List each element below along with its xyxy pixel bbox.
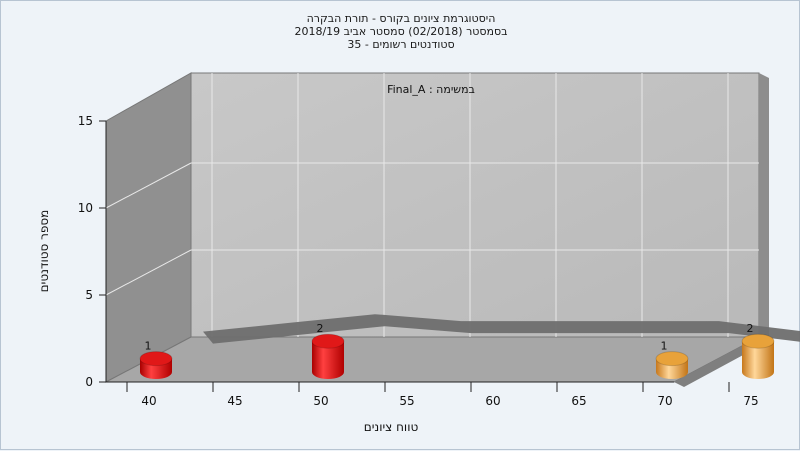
- series-layer: [203, 314, 800, 344]
- bar-value-label: 2: [747, 322, 754, 335]
- x-tick-label: 55: [399, 394, 414, 408]
- back-wall: [190, 72, 760, 338]
- bar-cap: [139, 351, 173, 367]
- x-tick-label: 60: [485, 394, 500, 408]
- y-tick-label: 15: [78, 114, 93, 128]
- back-wall-right-edge: [759, 73, 769, 341]
- ticks-layer: 051015404550556065707580859095: [78, 114, 759, 408]
- x-tick-label: 50: [313, 394, 328, 408]
- y-axis-label: מספר סטודנטים: [37, 210, 51, 293]
- chart-title-line2: בסמסטר (02/2018) סמסטר אביב 2018/19: [294, 25, 508, 38]
- y-tick-label: 0: [85, 375, 93, 389]
- bars-layer: 121223411: [139, 322, 775, 379]
- bar-base: [312, 365, 344, 379]
- bar-50: 2: [311, 322, 345, 379]
- grid-line-y: [105, 162, 192, 209]
- bar-cap: [311, 333, 345, 349]
- y-tick-label: 10: [78, 201, 93, 215]
- bar-70: 1: [655, 340, 689, 379]
- bar-base: [656, 365, 688, 379]
- bar-base: [742, 365, 774, 379]
- grid: [105, 73, 759, 337]
- bar-cap: [741, 333, 775, 349]
- x-tick-label: 65: [571, 394, 586, 408]
- left-wall: [105, 72, 192, 383]
- bar-base: [140, 365, 172, 379]
- x-tick-label: 45: [227, 394, 242, 408]
- chart-subtitle: במשימה : Final_A: [387, 83, 475, 96]
- bar-value-label: 2: [317, 322, 324, 335]
- bar-75: 2: [741, 322, 775, 379]
- chart-title-line3: סטודנטים רשומים - 35: [347, 38, 455, 51]
- bar-cap: [655, 351, 689, 367]
- bar-40: 1: [139, 340, 173, 379]
- grid-line-y: [105, 249, 192, 296]
- bar-value-label: 1: [145, 340, 152, 353]
- x-tick-label: 70: [657, 394, 672, 408]
- x-tick-label: 75: [743, 394, 758, 408]
- x-axis-label: טווח ציונים: [364, 420, 419, 434]
- series-ribbon-0: [203, 314, 800, 344]
- y-tick-label: 5: [85, 288, 93, 302]
- chart-title-line1: היסטוגרמת ציונים בקורס - תורת הבקרה: [306, 12, 496, 25]
- bar-value-label: 1: [661, 340, 668, 353]
- x-tick-label: 40: [141, 394, 156, 408]
